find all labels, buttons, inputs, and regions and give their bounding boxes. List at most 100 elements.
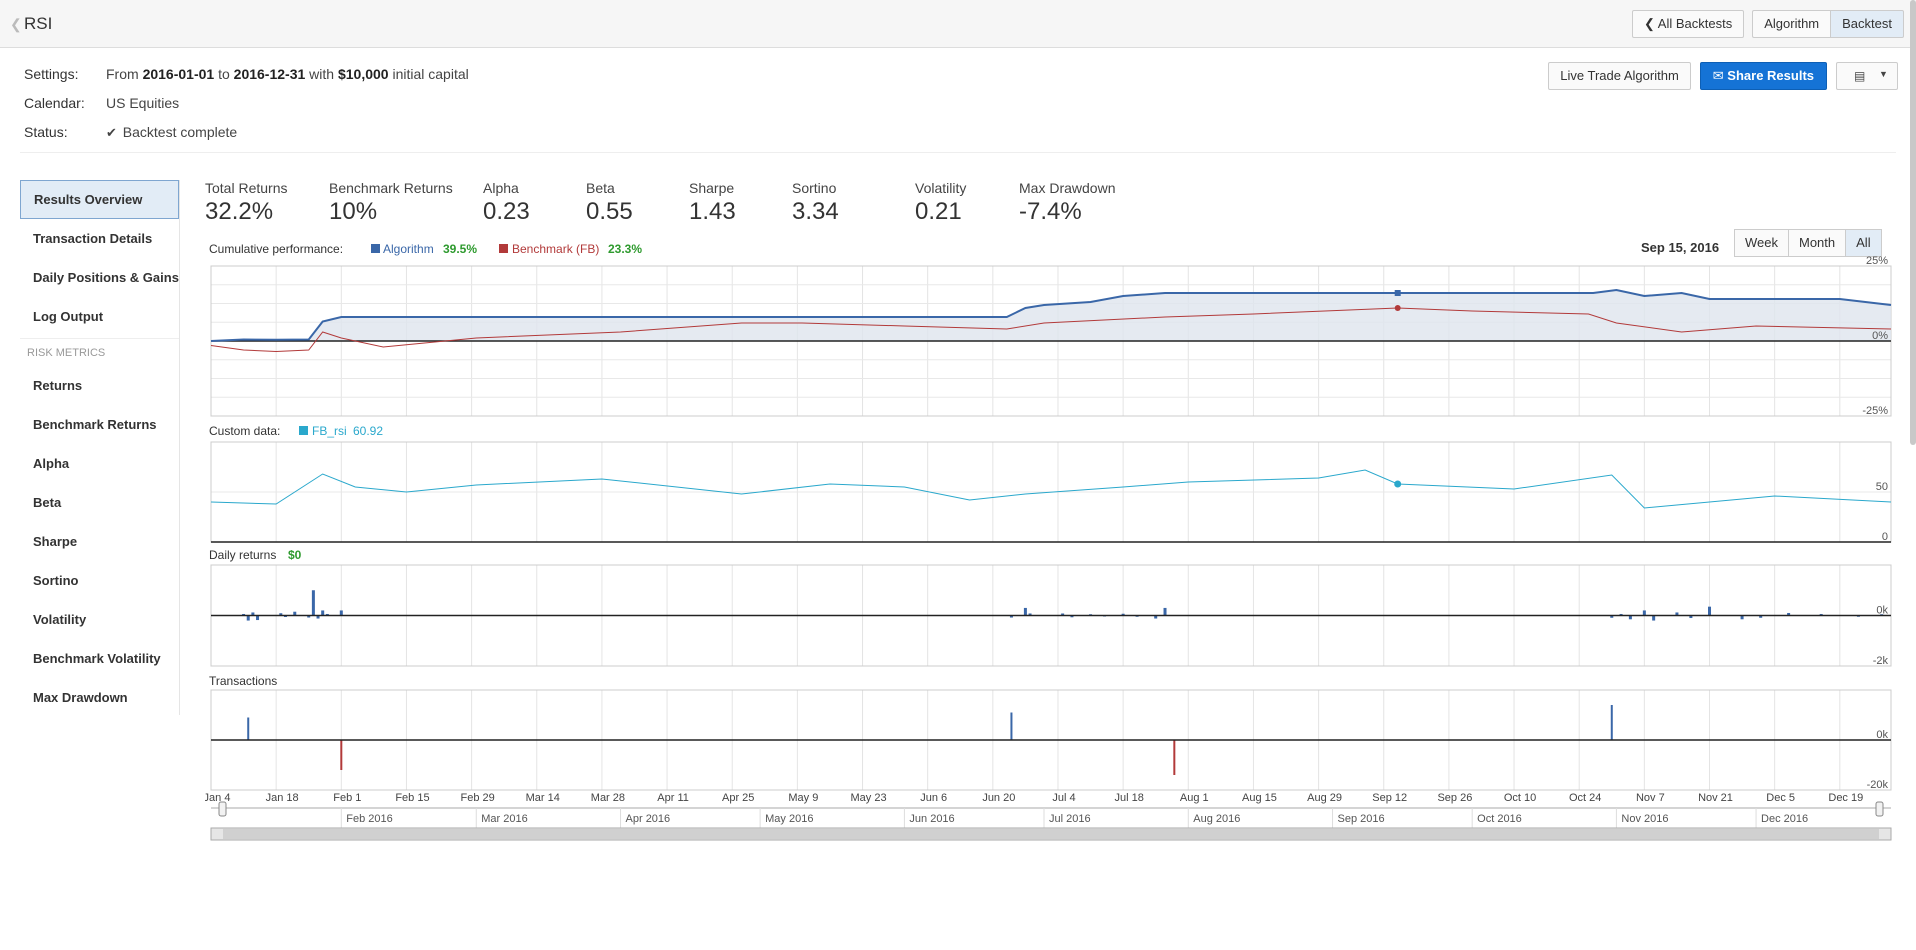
y-tick-label: 0 — [1882, 531, 1888, 543]
benchmark-legend-name[interactable]: Benchmark (FB) — [512, 242, 599, 256]
grid-lines — [210, 266, 1891, 790]
backtest-button[interactable]: Backtest — [1830, 10, 1904, 38]
benchmark-hover-marker — [1394, 305, 1401, 311]
view-options-dropdown[interactable]: ▤ ▼ — [1836, 62, 1898, 90]
daily-return-bar — [1708, 606, 1712, 616]
daily-return-bar — [256, 615, 260, 621]
navigator-left-handle — [218, 801, 227, 817]
table-icon: ▤ — [1854, 69, 1866, 83]
sidebar-item-returns[interactable]: Returns — [33, 378, 83, 393]
x-tick-label: Apr 25 — [722, 792, 754, 804]
daily-return-bar — [316, 615, 320, 619]
navigator-right-handle — [1875, 801, 1884, 817]
algorithm-line — [210, 288, 1892, 342]
algorithm-area — [211, 290, 1891, 341]
settings-value: From 2016-01-01 to 2016-12-31 with $10,0… — [106, 60, 469, 89]
back-chevron-icon[interactable]: ❮ — [10, 16, 22, 32]
header-divider — [20, 152, 1896, 153]
algorithm-button[interactable]: Algorithm — [1752, 10, 1831, 38]
daily-return-bar — [242, 613, 246, 616]
page-scrollbar[interactable] — [1910, 0, 1916, 445]
x-tick-label: Nov 7 — [1636, 792, 1665, 804]
range-month-button[interactable]: Month — [1788, 229, 1846, 257]
sidebar-item-benchmark-returns[interactable]: Benchmark Returns — [33, 417, 157, 432]
range-all-button[interactable]: All — [1845, 229, 1882, 257]
navigator-label: Mar 2016 — [481, 813, 527, 825]
x-tick-label: Jan 4 — [205, 792, 230, 804]
metric-label: Sortino — [792, 180, 837, 196]
with-word: with — [309, 66, 335, 82]
x-tick-label: Oct 24 — [1569, 792, 1601, 804]
sidebar-item-benchmark-volatility[interactable]: Benchmark Volatility — [33, 651, 161, 666]
transactions-title: Transactions — [209, 674, 277, 688]
algorithm-hover-marker — [1394, 290, 1401, 296]
sidebar-item-beta[interactable]: Beta — [33, 495, 62, 510]
sidebar-item-sortino[interactable]: Sortino — [33, 573, 79, 588]
sidebar-item-daily-positions[interactable]: Daily Positions & Gains — [33, 270, 179, 285]
metric-label: Beta — [586, 180, 615, 196]
settings-label: Settings: — [24, 66, 79, 82]
x-tick-label: Jun 20 — [982, 792, 1015, 804]
calendar-value: US Equities — [106, 95, 180, 111]
range-week-button[interactable]: Week — [1734, 229, 1788, 257]
all-backtests-button[interactable]: ❮ All Backtests — [1632, 10, 1745, 38]
daily-return-bar — [1675, 612, 1679, 616]
comment-icon: ✉ — [1712, 68, 1728, 83]
algorithm-legend-name[interactable]: Algorithm — [383, 242, 434, 256]
daily-return-bar — [1642, 610, 1646, 616]
chevron-left-icon: ❮ — [1644, 16, 1658, 31]
sidebar-item-max-drawdown[interactable]: Max Drawdown — [33, 690, 128, 705]
metric-label: Max Drawdown — [1019, 180, 1116, 196]
x-tick-label: Mar 14 — [526, 792, 560, 804]
x-tick-label: Jul 18 — [1114, 792, 1143, 804]
y-tick-label: 0% — [1872, 330, 1888, 342]
x-tick-label: Dec 5 — [1766, 792, 1795, 804]
benchmark-legend-value: 23.3% — [608, 242, 642, 256]
navigator-label: May 2016 — [765, 813, 813, 825]
navigator-label: Oct 2016 — [1477, 813, 1522, 825]
metric-value: 32.2% — [205, 198, 274, 225]
charts-svg[interactable]: Cumulative performance: Algorithm 39.5% … — [205, 230, 1895, 850]
x-tick-label: Nov 21 — [1698, 792, 1733, 804]
metric-sharpe: Sharpe 1.43 — [689, 180, 792, 226]
daily-return-bar — [339, 610, 343, 616]
daily-return-bar — [293, 611, 297, 616]
daily-return-bar — [279, 613, 283, 616]
x-tick-label: May 9 — [788, 792, 818, 804]
x-tick-label: Jul 4 — [1052, 792, 1075, 804]
x-tick-label: Feb 1 — [333, 792, 361, 804]
chart-marks — [210, 288, 1892, 775]
daily-return-bar — [1759, 615, 1763, 618]
rsi-legend-name[interactable]: FB_rsi — [312, 424, 347, 438]
sidebar-item-alpha[interactable]: Alpha — [33, 456, 70, 471]
sidebar-item-volatility[interactable]: Volatility — [33, 612, 87, 627]
rsi-legend-swatch — [299, 426, 308, 435]
metric-label: Alpha — [483, 180, 519, 196]
x-tick-label: Oct 10 — [1504, 792, 1536, 804]
x-tick-label: Aug 1 — [1180, 792, 1209, 804]
metric-value: 0.23 — [483, 198, 530, 225]
algorithm-legend-value: 39.5% — [443, 242, 477, 256]
page-title: RSI — [24, 14, 53, 33]
sidebar-item-log-output[interactable]: Log Output — [33, 309, 104, 324]
benchmark-legend-swatch — [499, 244, 508, 253]
live-trade-button[interactable]: Live Trade Algorithm — [1548, 62, 1691, 90]
daily-return-bar — [307, 615, 311, 618]
sidebar-item-transaction-details[interactable]: Transaction Details — [33, 231, 153, 246]
sidebar-item-sharpe[interactable]: Sharpe — [33, 534, 78, 549]
backtest-settings: Settings: From 2016-01-01 to 2016-12-31 … — [24, 60, 469, 147]
calendar-row: Calendar: US Equities — [24, 89, 469, 118]
calendar-label: Calendar: — [24, 95, 85, 111]
y-tick-label: -2k — [1873, 655, 1889, 667]
sidebar-item-results-overview[interactable]: Results Overview — [20, 180, 179, 219]
x-tick-label: Feb 15 — [395, 792, 429, 804]
x-tick-label: May 23 — [850, 792, 886, 804]
from-prefix: From — [106, 66, 139, 82]
metric-beta: Beta 0.55 — [586, 180, 689, 226]
daily-return-bar — [251, 612, 255, 616]
share-results-button[interactable]: ✉ Share Results — [1699, 62, 1827, 90]
daily-return-bar — [1619, 613, 1623, 616]
status-label: Status: — [24, 124, 68, 140]
daily-return-bar — [1061, 613, 1065, 616]
x-tick-label: Jan 18 — [266, 792, 299, 804]
